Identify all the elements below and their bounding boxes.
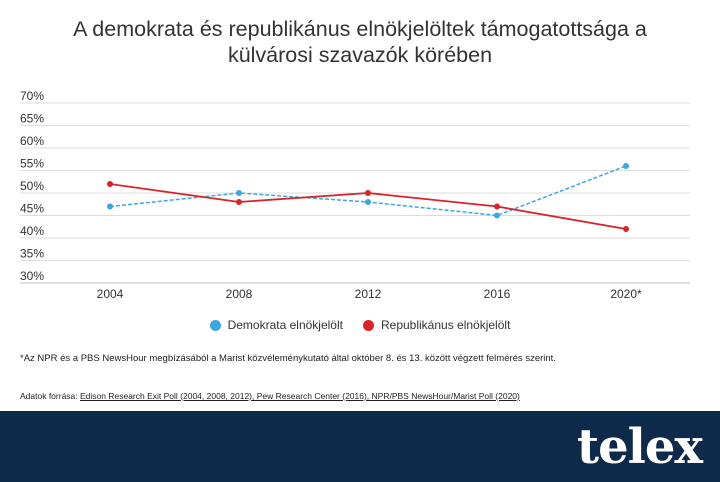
legend-marker-democrat [209, 319, 221, 331]
legend-item-republican[interactable]: Republikánus elnökjelölt [362, 318, 511, 332]
data-source: Adatok forrása: Edison Research Exit Pol… [20, 391, 710, 401]
data-point-republican[interactable] [365, 190, 371, 196]
y-tick-label: 70% [20, 89, 44, 103]
x-tick-label: 2004 [97, 287, 124, 301]
data-point-democrat[interactable] [623, 163, 629, 169]
y-tick-label: 65% [20, 112, 44, 126]
gridlines [20, 102, 690, 284]
y-tick-label: 55% [20, 157, 44, 171]
data-point-republican[interactable] [107, 181, 113, 187]
x-tick-label: 2020* [610, 287, 642, 301]
y-tick-label: 35% [20, 247, 44, 261]
data-point-democrat[interactable] [107, 203, 113, 210]
chart-legend: Demokrata elnökjelölt Republikánus elnök… [0, 318, 720, 332]
legend-marker-republican [362, 319, 374, 331]
footnote: *Az NPR és a PBS NewsHour megbízásából a… [20, 353, 556, 364]
chart-title-line-1: A demokrata és republikánus elnökjelölte… [73, 17, 647, 41]
x-tick-label: 2008 [226, 287, 253, 301]
data-source-links[interactable]: Edison Research Exit Poll (2004, 2008, 2… [80, 391, 520, 401]
data-point-republican[interactable] [494, 203, 500, 210]
y-tick-label: 30% [20, 269, 44, 283]
x-tick-label: 2012 [355, 287, 382, 301]
series-lines [109, 165, 627, 230]
chart-title: A demokrata és republikánus elnökjelölte… [0, 16, 720, 68]
x-tick-label: 2016 [484, 287, 511, 301]
legend-item-democrat[interactable]: Demokrata elnökjelölt [209, 318, 343, 332]
y-tick-label: 60% [20, 134, 44, 148]
data-source-label: Adatok forrása: [20, 391, 81, 401]
y-tick-label: 50% [20, 179, 44, 193]
telex-logo[interactable]: telex [576, 419, 703, 475]
legend-label-republican: Republikánus elnökjelölt [380, 318, 511, 332]
x-axis-ticks: 2004 2008 2012 2016 2020* [97, 287, 642, 301]
data-point-democrat[interactable] [494, 212, 500, 219]
data-point-republican[interactable] [236, 199, 242, 205]
footer-bar: telex [0, 411, 720, 482]
line-chart: 70% 65% 60% 55% 50% 45% 40% 35% 30% 2004 2008 2012… [20, 89, 690, 301]
data-point-democrat[interactable] [365, 199, 371, 205]
chart-title-line-2: külvárosi szavazók körében [227, 43, 493, 67]
legend-label-democrat: Demokrata elnökjelölt [227, 318, 343, 332]
y-tick-label: 40% [20, 224, 44, 238]
data-point-republican[interactable] [623, 226, 629, 232]
data-point-democrat[interactable] [236, 190, 242, 196]
y-tick-label: 45% [20, 202, 44, 216]
series-points [107, 163, 629, 232]
y-axis-ticks: 70% 65% 60% 55% 50% 45% 40% 35% 30% [20, 89, 44, 283]
